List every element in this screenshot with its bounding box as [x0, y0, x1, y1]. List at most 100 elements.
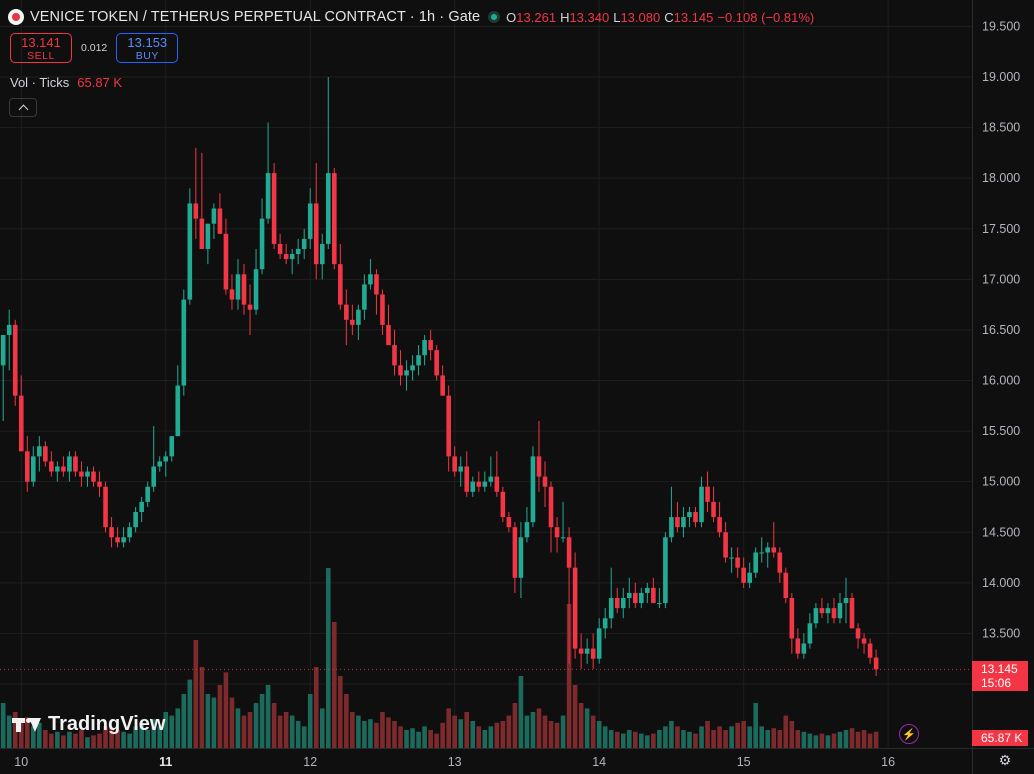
volume-bar [518, 676, 524, 748]
collapse-legend-button[interactable] [9, 98, 37, 117]
volume-bar [301, 726, 307, 748]
volume-bar [271, 703, 277, 748]
volume-bar [819, 733, 825, 748]
volume-bar [807, 733, 813, 748]
volume-bar [446, 708, 451, 748]
candle-body [458, 466, 464, 472]
volume-bar [49, 733, 54, 748]
volume-bar [187, 679, 193, 748]
volume-bar [741, 721, 746, 748]
volume-bar [307, 694, 313, 748]
volume-bar [127, 733, 132, 748]
candle-body [663, 537, 668, 604]
volume-bar [566, 604, 572, 748]
volume-bar [295, 721, 301, 748]
volume-bar [729, 726, 734, 748]
candle-body [530, 456, 536, 523]
volume-bar [175, 708, 181, 748]
y-tick-label: 13.500 [982, 626, 1020, 640]
volume-bar [651, 733, 656, 748]
y-tick-label: 14.000 [982, 576, 1020, 590]
candle-body [807, 623, 813, 644]
candle-body [325, 173, 331, 244]
candle-body [645, 587, 650, 593]
volume-bar [163, 712, 169, 748]
volume-bar [783, 715, 789, 748]
volume-bar [313, 667, 319, 748]
candle-body [620, 598, 626, 609]
volume-bar [687, 731, 692, 748]
candle-body [283, 254, 289, 260]
volume-axis-label: 65.87 K [972, 730, 1028, 746]
candle-body [109, 527, 114, 538]
market-open-status-icon [488, 11, 501, 23]
candle-body [169, 436, 175, 457]
volume-bar [699, 726, 704, 748]
volume-bar [235, 708, 241, 748]
x-tick-label: 16 [881, 755, 895, 769]
candle-body [813, 608, 819, 624]
volume-bar [37, 722, 42, 748]
candle-body [319, 243, 325, 265]
candle-body [61, 466, 66, 472]
candle-body [548, 486, 554, 528]
volume-bar [711, 730, 716, 748]
volume-bar [777, 730, 783, 748]
volume-bar [283, 712, 289, 748]
gear-icon[interactable]: ⚙ [998, 751, 1012, 768]
volume-bar [265, 685, 271, 748]
volume-bar [55, 731, 60, 748]
flash-icon[interactable]: ⚡ [899, 724, 919, 744]
buy-button[interactable]: 13.153 BUY [116, 33, 179, 63]
volume-bar [211, 697, 217, 748]
symbol-title[interactable]: VENICE TOKEN / TETHERUS PERPETUAL CONTRA… [30, 9, 481, 25]
volume-bar [181, 694, 187, 748]
x-tick-label: 11 [159, 755, 172, 769]
volume-bar [639, 733, 644, 748]
volume-bar [229, 697, 235, 748]
tradingview-logo-icon [12, 716, 42, 734]
candle-body [819, 608, 825, 614]
candle-body [259, 218, 265, 270]
volume-bar [717, 726, 722, 748]
tradingview-logo: TradingView [12, 713, 165, 736]
candle-body [536, 456, 542, 477]
volume-bar [464, 712, 470, 748]
y-tick-label: 17.000 [982, 272, 1020, 286]
volume-bar [338, 676, 343, 748]
volume-legend[interactable]: Vol · Ticks 65.87 K [10, 75, 122, 90]
candle-body [873, 657, 879, 670]
candle-body [211, 208, 217, 224]
candle-body [422, 340, 427, 356]
candle-body [494, 476, 500, 492]
volume-bar [368, 719, 373, 748]
candle-body [584, 648, 590, 654]
candle-body [18, 395, 24, 452]
volume-bar [199, 667, 205, 748]
volume-bar [362, 721, 367, 748]
volume-bar [554, 722, 560, 748]
volume-bar [193, 640, 199, 748]
volume-bar [669, 721, 674, 748]
candle-body [452, 456, 457, 472]
volume-bar [0, 703, 6, 748]
volume-bar [428, 730, 433, 748]
y-tick-label: 19.000 [982, 70, 1020, 84]
candle-body [434, 350, 439, 376]
candle-body [73, 456, 78, 472]
candle-body [223, 233, 229, 290]
volume-bar [813, 735, 819, 748]
volume-bar [608, 730, 614, 748]
candle-body [428, 340, 433, 351]
candle-body [747, 572, 752, 583]
volume-bar [681, 730, 686, 748]
volume-bar [530, 712, 536, 748]
candle-body [67, 456, 72, 472]
candle-body [24, 451, 30, 482]
candle-body [753, 552, 758, 573]
candle-body [723, 532, 728, 558]
candle-body [151, 466, 156, 487]
volume-bar [633, 731, 638, 748]
sell-button[interactable]: 13.141 SELL [10, 33, 72, 63]
